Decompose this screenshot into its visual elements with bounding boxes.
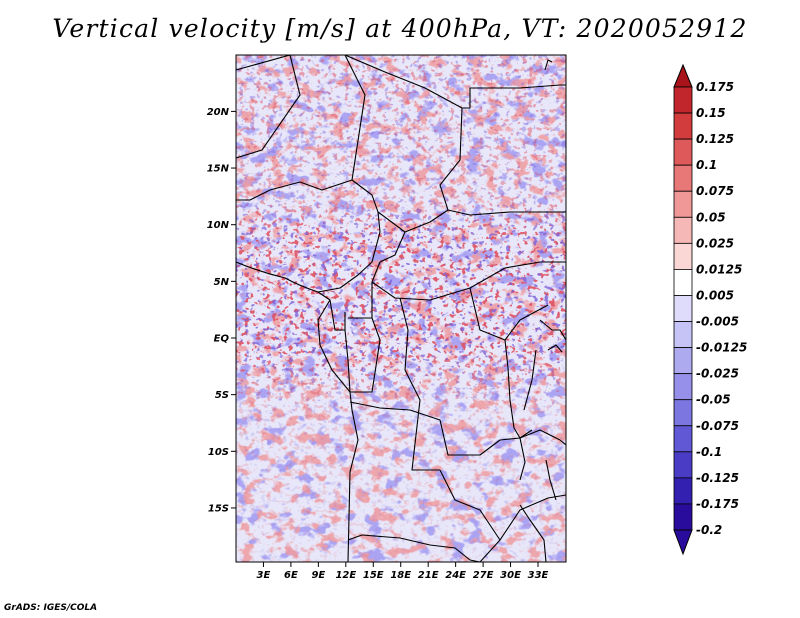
country-borders	[236, 55, 566, 562]
colorbar-swatch	[673, 477, 693, 505]
colorbar-label: -0.175	[696, 497, 739, 511]
colorbar-label: 0.005	[696, 288, 734, 302]
colorbar-lower-arrow	[673, 529, 693, 556]
colorbar-label: 0.05	[696, 210, 726, 224]
colorbar-label: 0.025	[696, 236, 734, 250]
x-tick-label: 33E	[528, 570, 549, 581]
colorbar-swatch	[673, 321, 693, 348]
x-tick-label: 24E	[445, 570, 466, 581]
colorbar-label: -0.05	[696, 393, 731, 407]
colorbar-upper-arrow	[673, 63, 693, 88]
colorbar-label: 0.15	[696, 106, 726, 120]
colorbar-swatch	[673, 373, 693, 401]
colorbar-label: 0.125	[696, 132, 734, 146]
map-field	[236, 55, 566, 562]
colorbar-swatch	[673, 112, 693, 140]
y-tick-label: 10S	[208, 447, 229, 458]
colorbar-label: -0.1	[696, 445, 722, 459]
colorbar-swatch	[673, 451, 693, 479]
colorbar-swatch	[673, 86, 693, 114]
x-tick-label: 12E	[335, 570, 356, 581]
colorbar-swatch	[673, 269, 693, 296]
x-tick-label: 21E	[418, 570, 439, 581]
colorbar: 0.175 0.15 0.125 0.1 0.075 0.05 0.025 0.0125 0.0…	[673, 63, 747, 556]
x-tick-label: 15E	[363, 570, 384, 581]
x-axis: 3E 6E 9E 12E 15E 18E 21E 24E 27E 30E 33E	[257, 562, 549, 581]
colorbar-label: 0.1	[696, 158, 717, 172]
x-tick-label: 9E	[311, 570, 325, 581]
y-tick-label: EQ	[214, 334, 230, 345]
y-tick-label: 15N	[207, 164, 230, 175]
colorbar-label: 0.0125	[696, 262, 742, 276]
y-tick-label: 10N	[207, 220, 230, 231]
x-tick-label: 30E	[500, 570, 521, 581]
x-tick-label: 3E	[257, 570, 271, 581]
y-tick-label: 15S	[208, 503, 229, 514]
y-axis: 20N 15N 10N 5N EQ 5S 10S 15S	[207, 107, 236, 514]
colorbar-swatch	[673, 216, 693, 244]
credit-label: GrADS: IGES/COLA	[4, 603, 98, 613]
colorbar-label: -0.025	[696, 367, 739, 381]
x-tick-label: 18E	[390, 570, 411, 581]
colorbar-swatch	[673, 347, 693, 375]
colorbar-swatch	[673, 399, 693, 427]
y-tick-label: 5N	[214, 277, 230, 288]
chart-title: Vertical velocity [m/s] at 400hPa, VT: 2…	[52, 14, 748, 43]
colorbar-label: -0.075	[696, 419, 739, 433]
y-tick-label: 5S	[215, 390, 229, 401]
x-tick-label: 27E	[473, 570, 494, 581]
colorbar-label: -0.005	[696, 315, 739, 329]
colorbar-swatch	[673, 190, 693, 218]
colorbar-swatch	[673, 138, 693, 166]
colorbar-swatch	[673, 425, 693, 453]
y-tick-label: 20N	[207, 107, 230, 118]
colorbar-label: 0.075	[696, 184, 734, 198]
colorbar-swatch	[673, 503, 693, 531]
colorbar-swatch	[673, 242, 693, 270]
colorbar-swatch	[673, 295, 693, 322]
x-tick-label: 6E	[284, 570, 298, 581]
colorbar-swatch	[673, 164, 693, 192]
colorbar-label: 0.175	[696, 80, 734, 94]
colorbar-label: -0.0125	[696, 341, 747, 355]
colorbar-label: -0.2	[696, 523, 722, 537]
colorbar-label: -0.125	[696, 471, 739, 485]
